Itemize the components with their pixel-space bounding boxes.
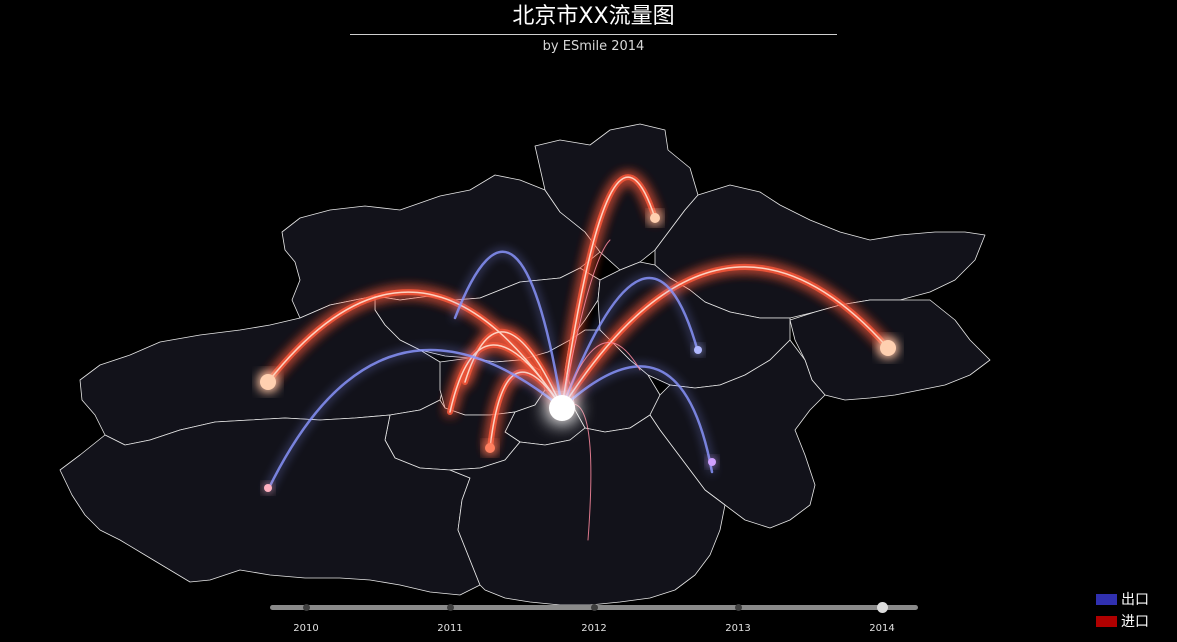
node-east[interactable] xyxy=(880,340,896,356)
node-southeast[interactable] xyxy=(708,458,716,466)
flow-import-east-core xyxy=(561,266,889,409)
node-southwest[interactable] xyxy=(264,484,272,492)
timeline-label-2011[interactable]: 2011 xyxy=(437,623,463,634)
node-west[interactable] xyxy=(260,374,276,390)
legend-label-import: 进口 xyxy=(1121,614,1149,630)
flow-export-northeast[interactable] xyxy=(560,276,700,410)
legend-item-export[interactable]: 出口 xyxy=(1096,588,1149,610)
timeline-label-2013[interactable]: 2013 xyxy=(725,623,751,634)
flow-import-inner2-core xyxy=(489,371,563,449)
timeline-tick-2013[interactable] xyxy=(735,604,742,611)
flow-import-north-core xyxy=(561,176,656,409)
flow-import-west-core xyxy=(267,291,563,409)
flow-export-southeast[interactable] xyxy=(560,365,714,474)
district-daxing[interactable] xyxy=(449,414,726,606)
timeline-tick-2011[interactable] xyxy=(447,604,454,611)
timeline-handle[interactable] xyxy=(877,602,888,613)
flow-thin-north xyxy=(561,239,611,409)
flow-import-inner1-core xyxy=(464,331,563,409)
node-north[interactable] xyxy=(650,213,660,223)
node-northeast[interactable] xyxy=(694,346,702,354)
timeline-label-2014[interactable]: 2014 xyxy=(869,623,895,634)
flow-import-inner3-core xyxy=(449,344,563,413)
chart-header: 北京市XX流量图 by ESmile 2014 xyxy=(350,0,837,54)
flow-export-north[interactable] xyxy=(453,250,564,410)
timeline-tick-2012[interactable] xyxy=(591,604,598,611)
legend: 出口 进口 xyxy=(1096,588,1149,632)
legend-swatch-import xyxy=(1096,615,1117,627)
node-inner-south[interactable] xyxy=(485,443,495,453)
page-title: 北京市XX流量图 xyxy=(350,0,837,35)
legend-swatch-export xyxy=(1096,593,1117,605)
district-miyun[interactable] xyxy=(654,184,986,319)
flow-thin-mid xyxy=(561,341,641,409)
center-node[interactable] xyxy=(549,395,575,421)
legend-label-export: 出口 xyxy=(1121,592,1149,608)
flow-export-southwest[interactable] xyxy=(266,348,564,492)
page-subtitle: by ESmile 2014 xyxy=(542,39,645,54)
timeline-label-2012[interactable]: 2012 xyxy=(581,623,607,634)
legend-item-import[interactable]: 进口 xyxy=(1096,610,1149,632)
year-timeline[interactable]: 2010 2011 2012 2013 2014 xyxy=(0,595,1177,642)
timeline-tick-2010[interactable] xyxy=(303,604,310,611)
timeline-label-2010[interactable]: 2010 xyxy=(293,623,319,634)
